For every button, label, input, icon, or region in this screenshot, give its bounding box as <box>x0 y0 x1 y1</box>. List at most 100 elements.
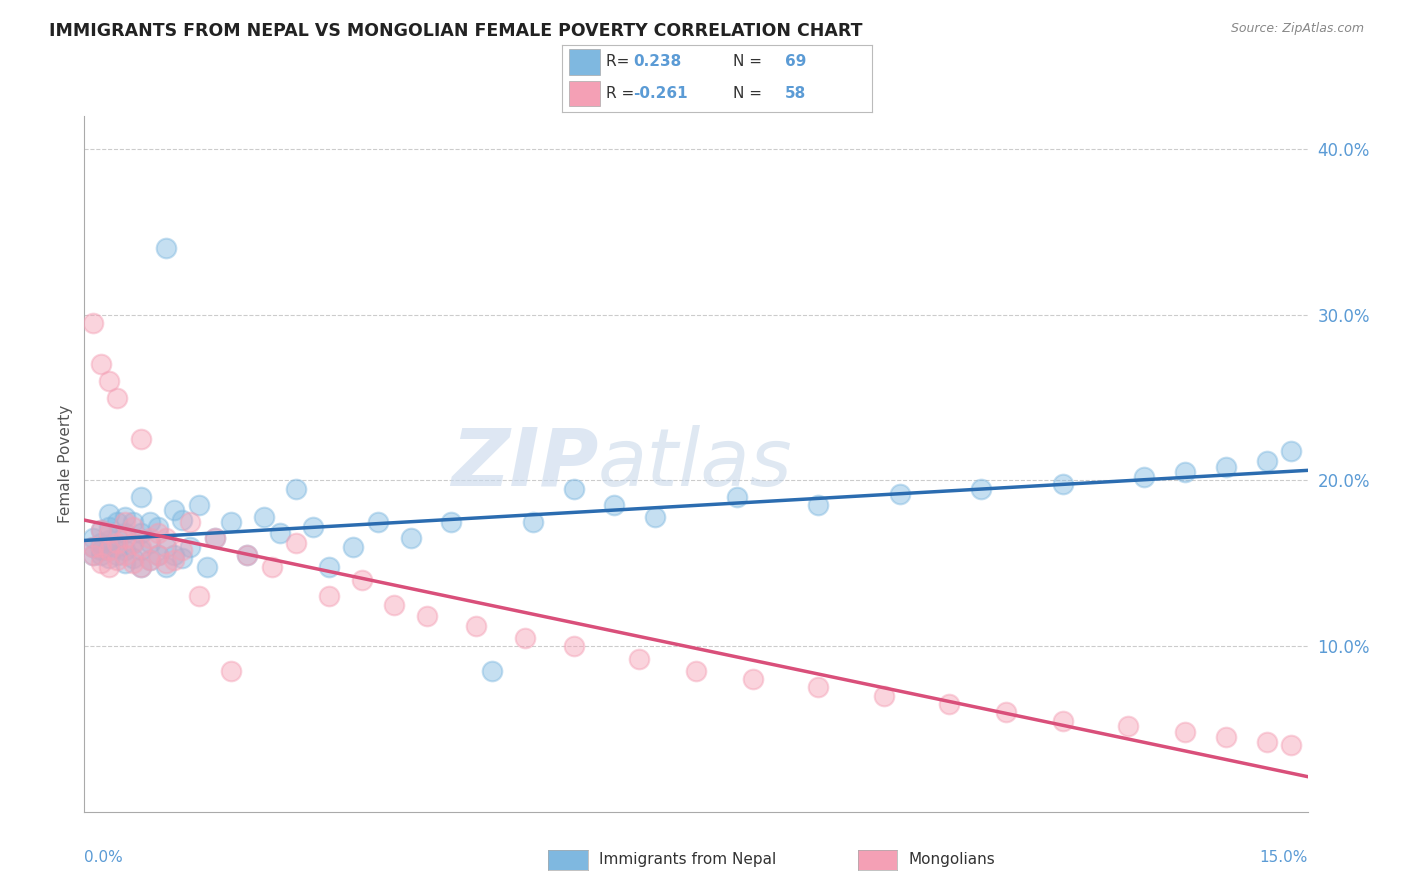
Point <box>685 664 707 678</box>
Point <box>440 515 463 529</box>
Point <box>742 672 765 686</box>
Point <box>114 532 136 546</box>
Point <box>889 486 911 500</box>
Point <box>82 540 104 554</box>
Point <box>82 548 104 562</box>
Point <box>938 697 960 711</box>
Point <box>562 639 585 653</box>
Point <box>318 559 340 574</box>
Point <box>90 540 112 554</box>
Point <box>179 540 201 554</box>
Point <box>97 559 120 574</box>
Point <box>1256 453 1278 467</box>
Point <box>122 536 145 550</box>
Point <box>970 482 993 496</box>
Point <box>90 548 112 562</box>
Point <box>163 548 186 562</box>
Text: Source: ZipAtlas.com: Source: ZipAtlas.com <box>1230 22 1364 36</box>
Point <box>1174 465 1197 479</box>
Bar <box>568 81 599 106</box>
Point <box>97 507 120 521</box>
Point <box>562 482 585 496</box>
Point <box>82 540 104 554</box>
Point <box>131 490 153 504</box>
Text: IMMIGRANTS FROM NEPAL VS MONGOLIAN FEMALE POVERTY CORRELATION CHART: IMMIGRANTS FROM NEPAL VS MONGOLIAN FEMAL… <box>49 22 863 40</box>
Point <box>105 540 128 554</box>
Point <box>90 523 112 537</box>
Point <box>97 520 120 534</box>
Point <box>644 509 666 524</box>
Point <box>350 573 373 587</box>
Point <box>97 551 120 566</box>
Point <box>97 526 120 541</box>
Point <box>1279 443 1302 458</box>
Text: atlas: atlas <box>598 425 793 503</box>
Point <box>187 590 209 604</box>
Point <box>172 551 194 566</box>
Point <box>179 515 201 529</box>
Point <box>131 559 153 574</box>
Point <box>138 553 160 567</box>
Text: N =: N = <box>733 86 762 101</box>
Point <box>122 556 145 570</box>
Point <box>90 543 112 558</box>
Point <box>131 559 153 574</box>
Point <box>513 631 536 645</box>
Point <box>138 536 160 550</box>
Point <box>155 540 177 554</box>
Point <box>285 482 308 496</box>
Point <box>97 543 120 558</box>
Point <box>1215 460 1237 475</box>
Text: Mongolians: Mongolians <box>908 853 995 867</box>
Point <box>1052 714 1074 728</box>
Point <box>318 590 340 604</box>
Point <box>807 498 830 512</box>
Point <box>114 548 136 562</box>
Point <box>416 609 439 624</box>
Point <box>131 526 153 541</box>
Point <box>204 532 226 546</box>
Point <box>105 515 128 529</box>
Point <box>138 553 160 567</box>
Point <box>97 543 120 558</box>
Text: 58: 58 <box>785 86 807 101</box>
Point <box>90 523 112 537</box>
Point <box>155 559 177 574</box>
Point <box>114 509 136 524</box>
Point <box>195 559 218 574</box>
Text: -0.261: -0.261 <box>634 86 688 101</box>
Point <box>122 536 145 550</box>
Point <box>807 681 830 695</box>
Text: 15.0%: 15.0% <box>1260 850 1308 865</box>
Point <box>236 548 259 562</box>
Y-axis label: Female Poverty: Female Poverty <box>58 405 73 523</box>
Point <box>269 526 291 541</box>
Text: ZIP: ZIP <box>451 425 598 503</box>
Point <box>522 515 544 529</box>
Point <box>204 532 226 546</box>
Point <box>82 316 104 330</box>
Point <box>122 520 145 534</box>
Point <box>994 706 1017 720</box>
Point <box>253 509 276 524</box>
Point <box>146 520 169 534</box>
Point <box>114 543 136 558</box>
Point <box>219 515 242 529</box>
Point <box>285 536 308 550</box>
Point <box>90 536 112 550</box>
Point <box>163 503 186 517</box>
Text: Immigrants from Nepal: Immigrants from Nepal <box>599 853 776 867</box>
Point <box>1174 725 1197 739</box>
Point <box>146 548 169 562</box>
Point <box>90 358 112 372</box>
Point <box>872 689 894 703</box>
Point <box>105 530 128 544</box>
Point <box>138 532 160 546</box>
Point <box>725 490 748 504</box>
Point <box>155 532 177 546</box>
Text: 0.238: 0.238 <box>634 54 682 70</box>
Point <box>1279 739 1302 753</box>
Point <box>131 540 153 554</box>
Point <box>105 548 128 562</box>
Point <box>236 548 259 562</box>
